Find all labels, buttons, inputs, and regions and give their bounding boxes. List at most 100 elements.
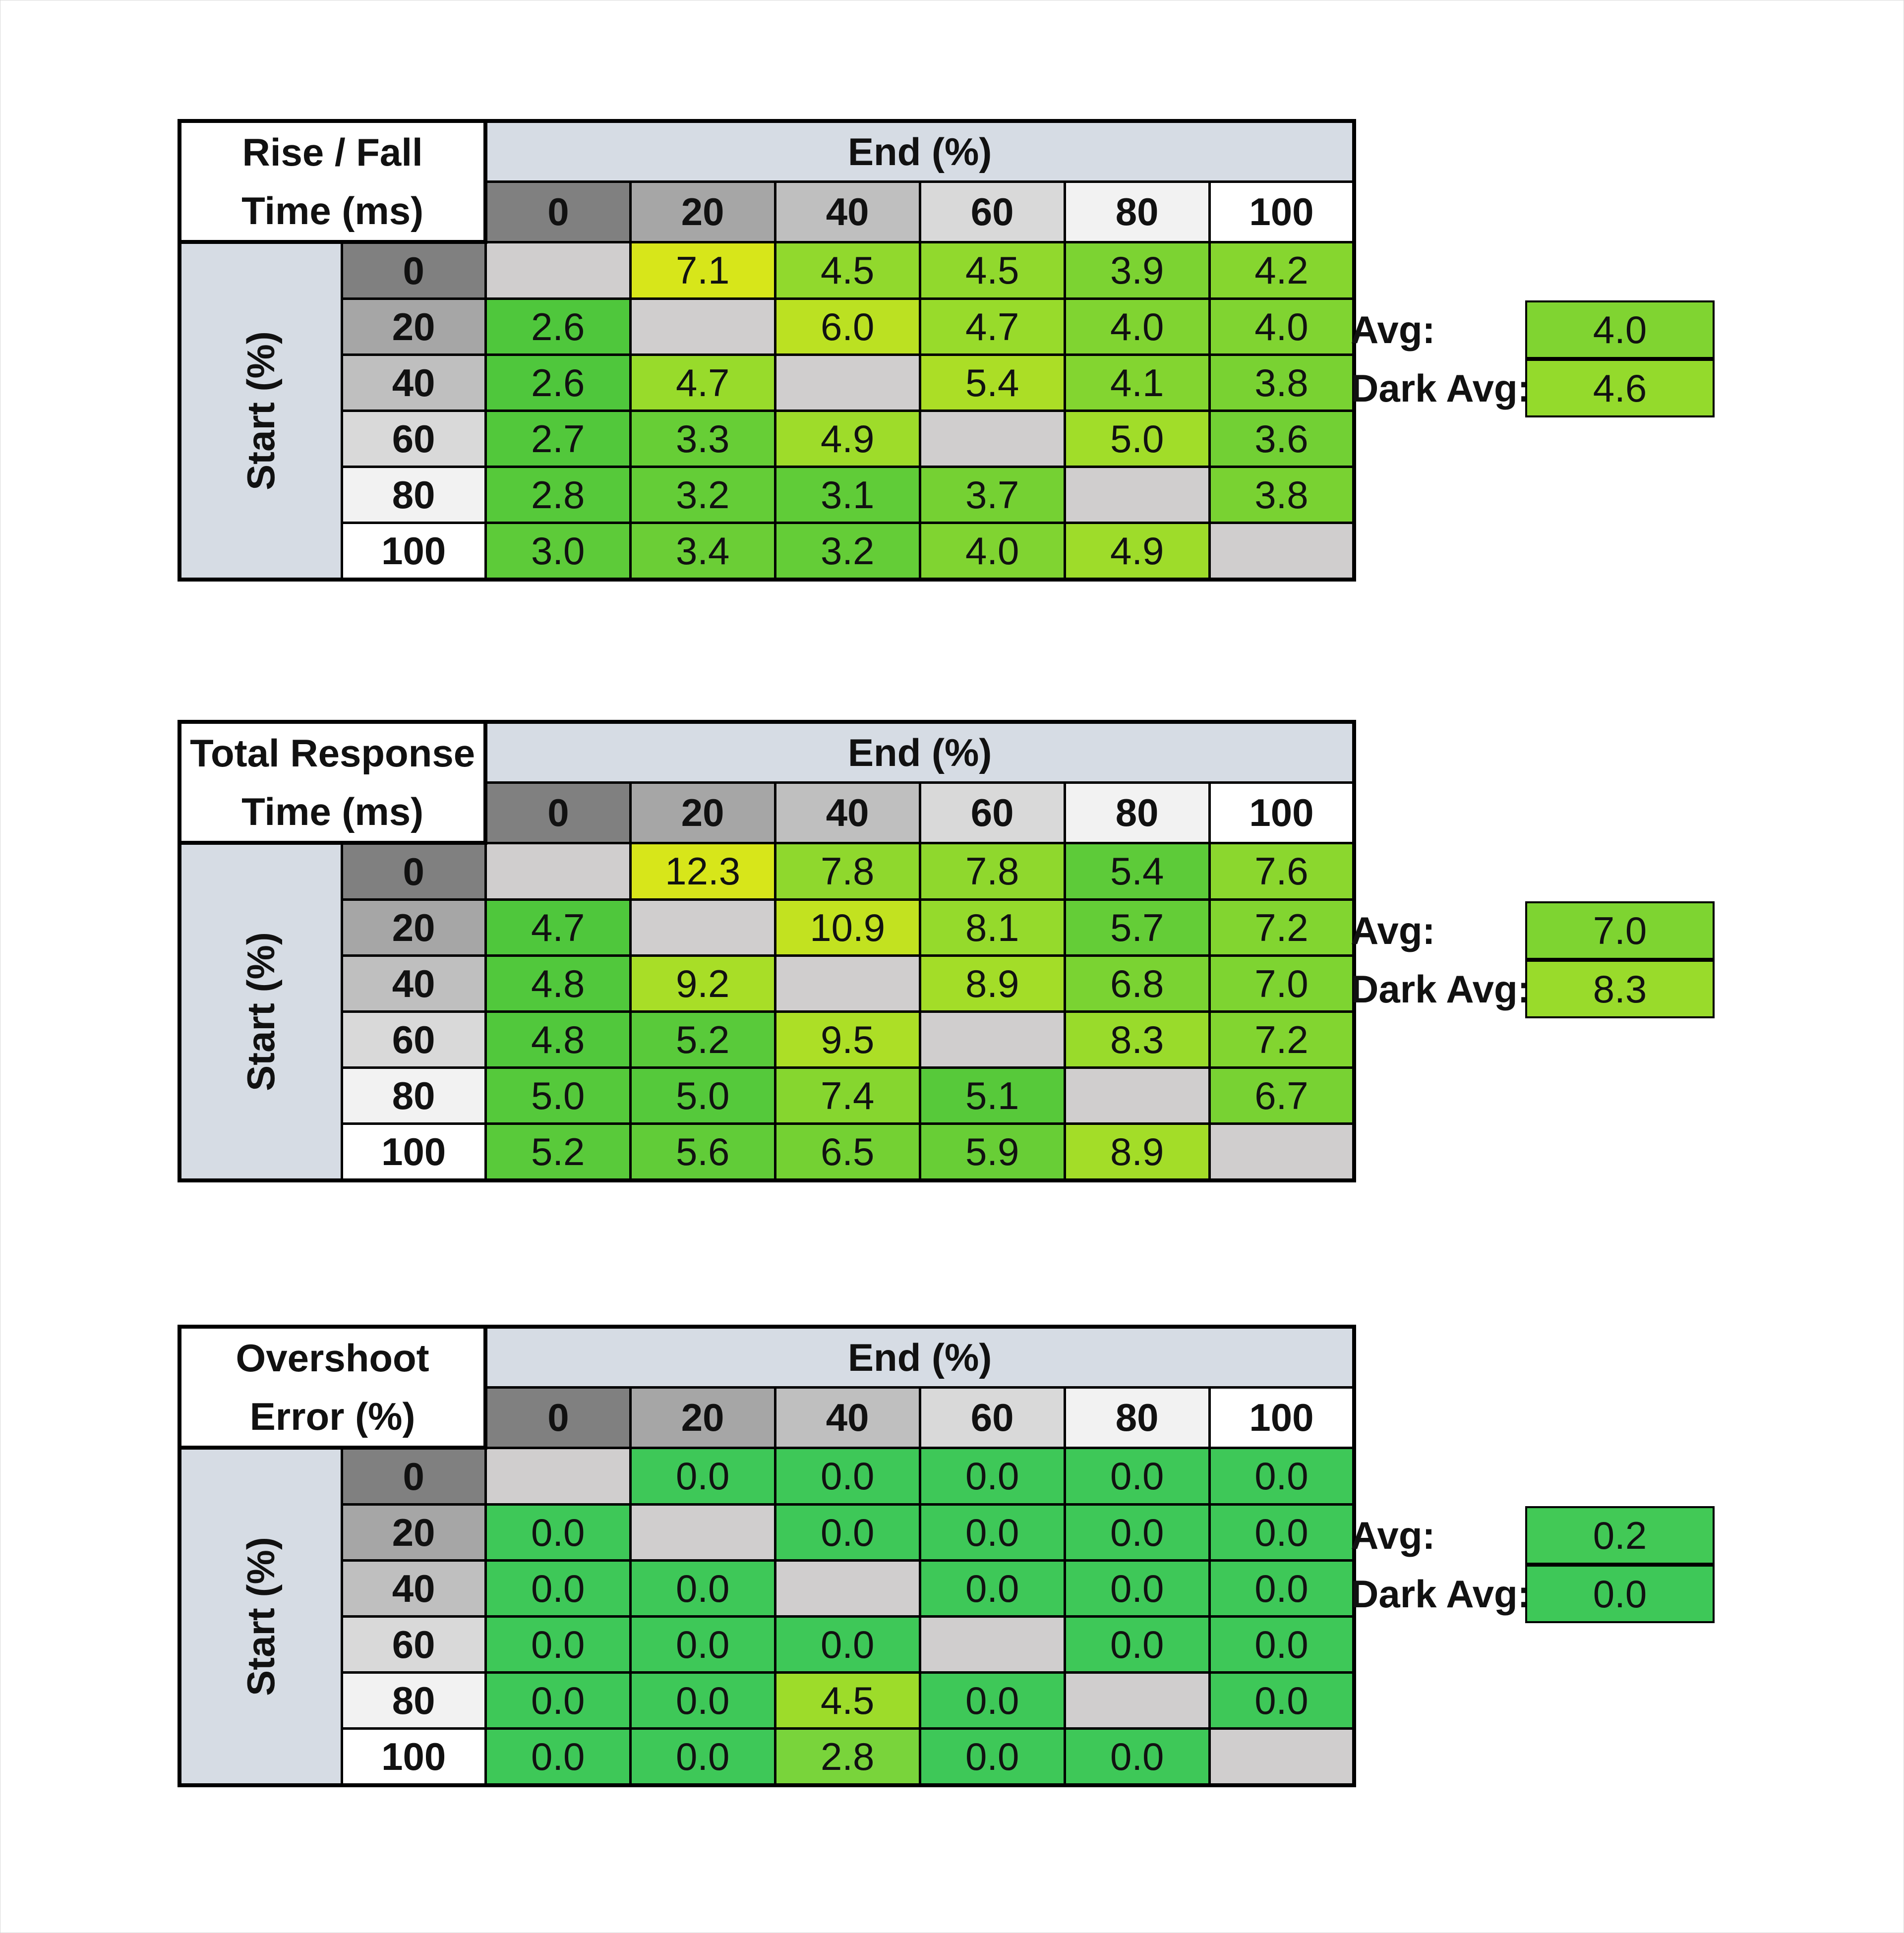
value-cell: 4.8 xyxy=(484,954,632,1013)
diagonal-cell xyxy=(629,898,776,957)
summary-value: 7.0 xyxy=(1525,901,1715,960)
value-cell: 4.5 xyxy=(774,1671,921,1730)
table-row: Start (%) 0 12.3 7.8 7.8 5.4 7.6 xyxy=(177,841,1357,1182)
column-header: 60 xyxy=(918,781,1066,844)
value-cell: 2.6 xyxy=(484,297,632,356)
diagonal-cell xyxy=(918,410,1066,468)
value-cell: 0.0 xyxy=(774,1615,921,1674)
summary-value: 4.6 xyxy=(1525,359,1715,417)
column-header: 40 xyxy=(774,1386,921,1449)
value-cell: 8.9 xyxy=(1063,1122,1211,1182)
diagonal-cell xyxy=(484,841,632,901)
row-header: 100 xyxy=(340,522,487,582)
column-header: 20 xyxy=(629,1386,776,1449)
value-cell: 5.4 xyxy=(918,353,1066,412)
table-row: 80 2.8 3.2 3.1 3.7 3.8 xyxy=(179,466,1357,524)
value-cell: 0.0 xyxy=(1208,1559,1357,1618)
end-axis-label: End (%) xyxy=(484,119,1357,183)
table-row: 40 4.8 9.2 8.9 6.8 7.0 xyxy=(179,954,1357,1013)
value-cell: 0.0 xyxy=(918,1503,1066,1562)
value-cell: 4.7 xyxy=(918,297,1066,356)
value-cell: 7.4 xyxy=(774,1066,921,1125)
table-row: Start (%) 0 0.0 0.0 0.0 0.0 0.0 xyxy=(177,1446,1357,1787)
row-header: 0 xyxy=(340,240,487,300)
table-row: 20 4.7 10.9 8.1 5.7 7.2 xyxy=(179,898,1357,957)
table-title-line: Time (ms) xyxy=(241,790,424,833)
start-axis-label: Start (%) xyxy=(177,240,343,582)
summary-label: Dark Avg: xyxy=(1351,967,1531,1011)
row-header: 0 xyxy=(340,841,487,901)
table-row: 100 0.0 0.0 2.8 0.0 0.0 xyxy=(179,1727,1357,1787)
row-header: 20 xyxy=(340,297,487,356)
table-row: 40 2.6 4.7 5.4 4.1 3.8 xyxy=(179,353,1357,412)
diagonal-cell xyxy=(774,353,921,412)
value-cell: 8.9 xyxy=(918,954,1066,1013)
table-row: 60 2.7 3.3 4.9 5.0 3.6 xyxy=(179,410,1357,468)
value-cell: 3.6 xyxy=(1208,410,1357,468)
row-header: 80 xyxy=(340,1671,487,1730)
diagonal-cell xyxy=(1208,1727,1357,1787)
value-cell: 5.6 xyxy=(629,1122,776,1182)
table-row: Start (%) 0 7.1 4.5 4.5 3.9 4.2 xyxy=(177,240,1357,582)
value-cell: 10.9 xyxy=(774,898,921,957)
value-cell: 3.9 xyxy=(1063,240,1211,300)
value-cell: 0.0 xyxy=(484,1671,632,1730)
value-cell: 3.0 xyxy=(484,522,632,582)
diagonal-cell xyxy=(629,1503,776,1562)
value-cell: 4.7 xyxy=(629,353,776,412)
diagonal-cell xyxy=(484,1446,632,1506)
column-header: 40 xyxy=(774,180,921,243)
value-cell: 5.1 xyxy=(918,1066,1066,1125)
diagonal-cell xyxy=(629,297,776,356)
column-header: 80 xyxy=(1063,1386,1211,1449)
value-cell: 4.9 xyxy=(774,410,921,468)
value-cell: 5.2 xyxy=(484,1122,632,1182)
table-row: 60 4.8 5.2 9.5 8.3 7.2 xyxy=(179,1010,1357,1069)
value-cell: 5.0 xyxy=(484,1066,632,1125)
value-cell: 7.1 xyxy=(629,240,776,300)
column-header: 0 xyxy=(484,1386,632,1449)
table-row: 100 3.0 3.4 3.2 4.0 4.9 xyxy=(179,522,1357,582)
value-cell: 0.0 xyxy=(918,1727,1066,1787)
diagonal-cell xyxy=(1208,1122,1357,1182)
value-cell: 8.1 xyxy=(918,898,1066,957)
table-row: 80 5.0 5.0 7.4 5.1 6.7 xyxy=(179,1066,1357,1125)
value-cell: 5.9 xyxy=(918,1122,1066,1182)
row-header: 60 xyxy=(340,1010,487,1069)
value-cell: 2.7 xyxy=(484,410,632,468)
value-cell: 7.6 xyxy=(1208,841,1357,901)
heatmap-table: Total Response Time (ms) End (%) 0 20 40 60 80 1… xyxy=(177,720,1357,1182)
table-row: 20 0.0 0.0 0.0 0.0 0.0 xyxy=(179,1503,1357,1562)
column-header: 100 xyxy=(1208,781,1357,844)
table-row: 100 5.2 5.6 6.5 5.9 8.9 xyxy=(179,1122,1357,1182)
table-title-line: Error (%) xyxy=(249,1395,416,1438)
value-cell: 0.0 xyxy=(484,1559,632,1618)
column-header: 60 xyxy=(918,180,1066,243)
value-cell: 7.2 xyxy=(1208,898,1357,957)
column-header: 0 xyxy=(484,180,632,243)
table-row: 20 2.6 6.0 4.7 4.0 4.0 xyxy=(179,297,1357,356)
summary-value: 0.0 xyxy=(1525,1565,1715,1623)
value-cell: 5.4 xyxy=(1063,841,1211,901)
value-cell: 0.0 xyxy=(1208,1671,1357,1730)
column-header: 20 xyxy=(629,180,776,243)
column-header: 60 xyxy=(918,1386,1066,1449)
value-cell: 7.2 xyxy=(1208,1010,1357,1069)
heatmap-table: Overshoot Error (%) End (%) 0 20 40 60 80 100 Sta… xyxy=(177,1325,1357,1787)
value-cell: 6.5 xyxy=(774,1122,921,1182)
value-cell: 3.2 xyxy=(629,466,776,524)
value-cell: 7.0 xyxy=(1208,954,1357,1013)
row-header: 100 xyxy=(340,1727,487,1787)
diagonal-cell xyxy=(1208,522,1357,582)
value-cell: 0.0 xyxy=(1063,1446,1211,1506)
value-cell: 4.0 xyxy=(1063,297,1211,356)
summary-value: 4.0 xyxy=(1525,300,1715,359)
value-cell: 0.0 xyxy=(629,1559,776,1618)
value-cell: 6.0 xyxy=(774,297,921,356)
value-cell: 2.8 xyxy=(774,1727,921,1787)
value-cell: 0.0 xyxy=(629,1615,776,1674)
value-cell: 6.8 xyxy=(1063,954,1211,1013)
start-axis-text: Start (%) xyxy=(238,331,283,490)
start-axis-text: Start (%) xyxy=(238,932,283,1091)
value-cell: 5.7 xyxy=(1063,898,1211,957)
